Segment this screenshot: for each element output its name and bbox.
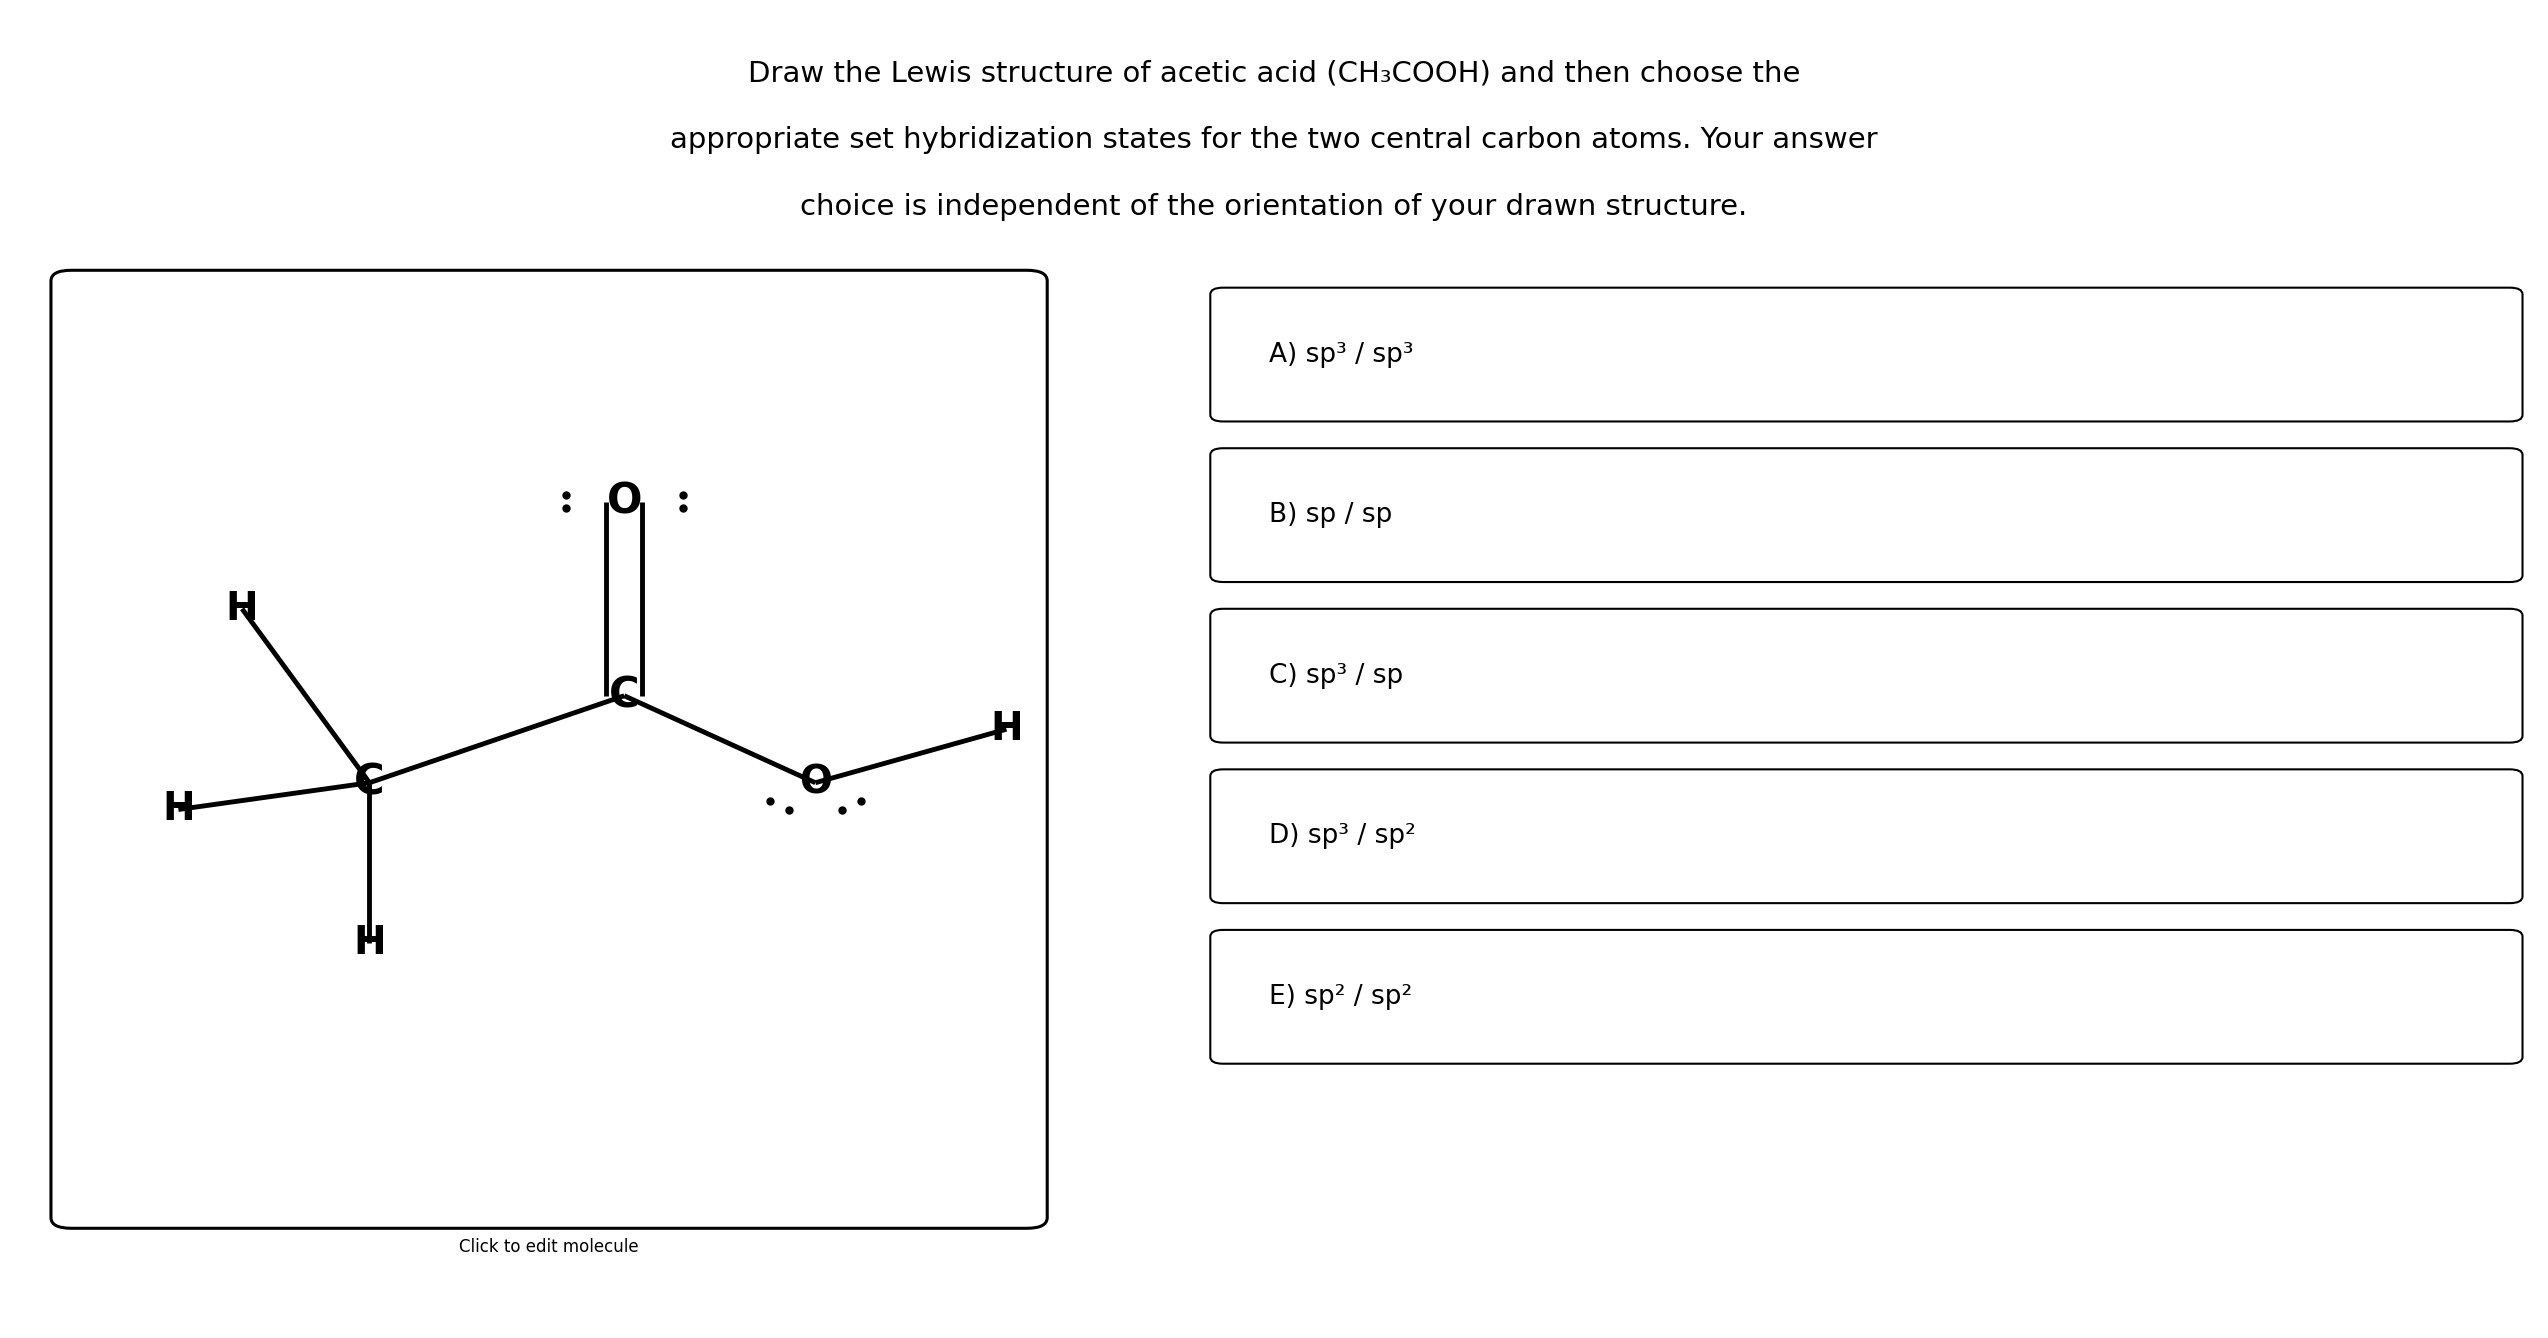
FancyBboxPatch shape bbox=[1210, 609, 2523, 743]
Text: D) sp³ / sp²: D) sp³ / sp² bbox=[1269, 823, 1417, 850]
Text: A) sp³ / sp³: A) sp³ / sp³ bbox=[1269, 341, 1414, 368]
Text: H: H bbox=[227, 590, 257, 628]
Text: appropriate set hybridization states for the two central carbon atoms. Your answ: appropriate set hybridization states for… bbox=[670, 127, 1878, 154]
FancyBboxPatch shape bbox=[51, 270, 1047, 1228]
Text: choice is independent of the orientation of your drawn structure.: choice is independent of the orientation… bbox=[800, 194, 1748, 221]
Text: O: O bbox=[606, 480, 642, 523]
FancyBboxPatch shape bbox=[1210, 288, 2523, 421]
Text: C) sp³ / sp: C) sp³ / sp bbox=[1269, 662, 1404, 689]
Text: Draw the Lewis structure of acetic acid (CH₃COOH) and then choose the: Draw the Lewis structure of acetic acid … bbox=[747, 60, 1801, 87]
Text: H: H bbox=[163, 791, 194, 828]
Text: H: H bbox=[354, 925, 385, 962]
FancyBboxPatch shape bbox=[1210, 930, 2523, 1064]
Text: O: O bbox=[800, 764, 831, 801]
Text: C: C bbox=[354, 761, 385, 804]
Text: E) sp² / sp²: E) sp² / sp² bbox=[1269, 983, 1412, 1010]
Text: H: H bbox=[991, 710, 1022, 748]
Text: Click to edit molecule: Click to edit molecule bbox=[459, 1238, 640, 1256]
Text: C: C bbox=[609, 674, 640, 717]
FancyBboxPatch shape bbox=[1210, 769, 2523, 903]
FancyBboxPatch shape bbox=[1210, 448, 2523, 582]
Text: B) sp / sp: B) sp / sp bbox=[1269, 502, 1391, 529]
